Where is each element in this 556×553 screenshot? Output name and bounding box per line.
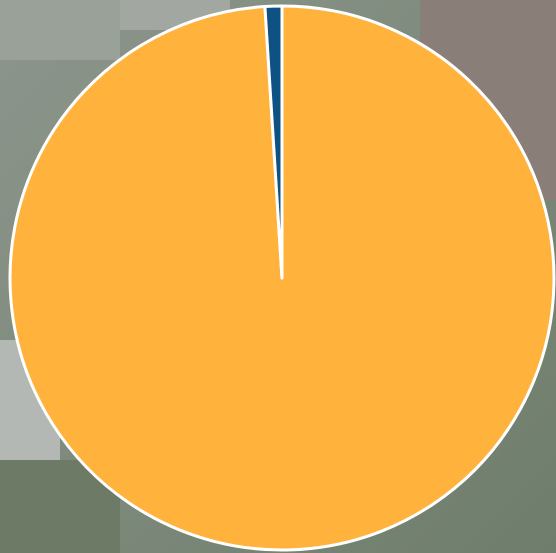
pie-slice	[263, 4, 284, 280]
building	[0, 0, 120, 60]
pie	[8, 4, 556, 552]
